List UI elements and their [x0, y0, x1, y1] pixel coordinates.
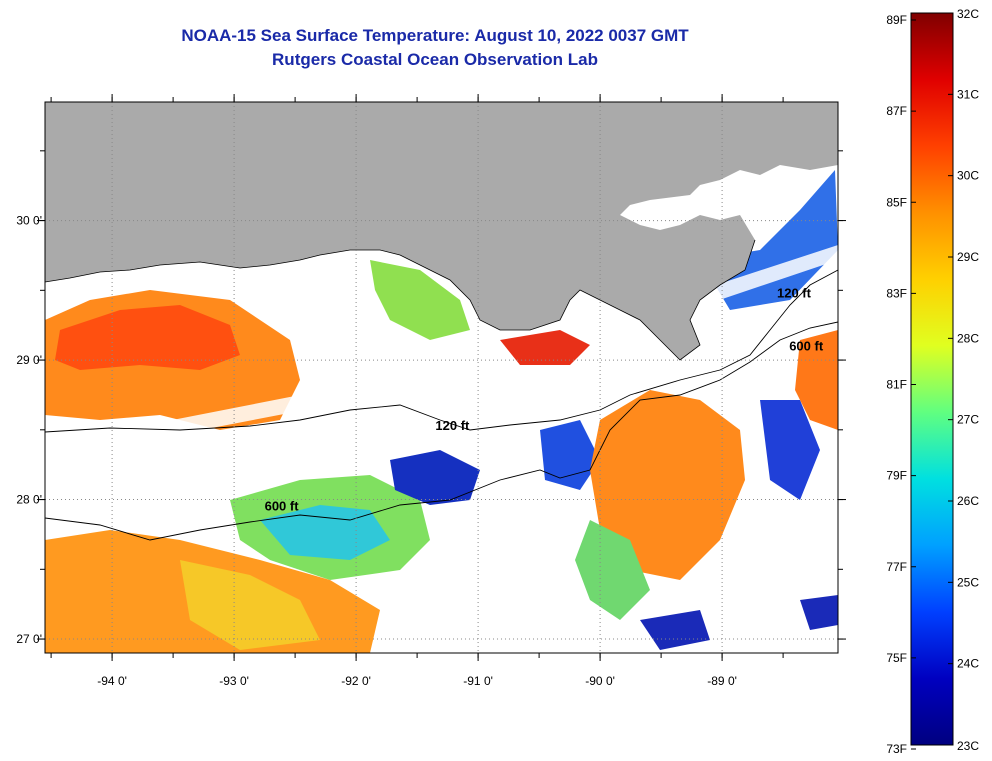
lon-tick-label: -93 0': [219, 674, 249, 688]
colorbar-celsius-label: 24C: [957, 657, 979, 671]
lon-tick-label: -94 0': [97, 674, 127, 688]
lat-tick-label: 27 0': [16, 632, 42, 646]
sst-patch-east-green: [575, 520, 650, 620]
axis-ticks: [37, 94, 846, 661]
colorbar-fahrenheit-label: 85F: [886, 195, 907, 209]
sst-map: 120 ft 600 ft 120 ft 600 ft -94 0' -93 0' -92…: [16, 94, 846, 688]
cloud-streak-1: [45, 395, 305, 460]
sst-patch-coastal-green: [370, 260, 470, 340]
colorbar-celsius-label: 32C: [957, 7, 979, 21]
colorbar-fahrenheit-label: 83F: [886, 286, 907, 300]
isobath-label: 120 ft: [777, 285, 812, 300]
colorbar-celsius-label: 27C: [957, 413, 979, 427]
sst-patch-delta-red: [500, 330, 590, 365]
colorbar-fahrenheit-label: 79F: [886, 469, 907, 483]
colorbar-fahrenheit-label: 89F: [886, 13, 907, 27]
isobath-600ft: [45, 321, 838, 541]
graticule: [45, 102, 838, 653]
isobath-label: 600 ft: [789, 338, 824, 353]
colorbar-celsius-label: 29C: [957, 250, 979, 264]
colorbar-fahrenheit-label: 87F: [886, 104, 907, 118]
lat-tick-label: 28 0': [16, 493, 42, 507]
lon-tick-label: -90 0': [585, 674, 615, 688]
lat-tick-label: 30 0': [16, 214, 42, 228]
cloud-streak-4: [720, 310, 838, 360]
contour-labels: 120 ft 600 ft 120 ft 600 ft: [265, 285, 824, 513]
colorbar-celsius-label: 26C: [957, 494, 979, 508]
sst-patch-far-east: [795, 330, 838, 430]
axis-tick-labels: -94 0' -93 0' -92 0' -91 0' -90 0' -89 0' 27 0…: [16, 214, 737, 688]
colorbar-fahrenheit-label: 73F: [886, 742, 907, 756]
cloud-streak-3: [670, 245, 838, 315]
colorbar-gradient: [910, 12, 954, 746]
sst-patch-east-warm: [590, 390, 745, 580]
map-frame: [44, 101, 839, 654]
sst-patch-se-blue: [800, 595, 838, 630]
lon-tick-label: -89 0': [707, 674, 737, 688]
colorbar-labels: 32C 31C 30C 29C 28C 27C 26C 25C 24C 23C 89F 87F 85F 8…: [886, 7, 979, 756]
lon-tick-label: -91 0': [463, 674, 493, 688]
colorbar-fahrenheit-label: 77F: [886, 560, 907, 574]
colorbar-celsius-label: 30C: [957, 169, 979, 183]
map-subtitle: Rutgers Coastal Ocean Observation Lab: [272, 50, 598, 69]
lon-tick-label: -92 0': [341, 674, 371, 688]
sst-patch-mid-blue: [540, 420, 600, 490]
map-title: NOAA-15 Sea Surface Temperature: August …: [181, 26, 689, 45]
sst-patch-far-east-blue: [760, 400, 820, 500]
isobath-120ft: [45, 269, 838, 433]
colorbar-celsius-label: 23C: [957, 739, 979, 753]
land-mass: [45, 102, 838, 360]
isobath-label: 600 ft: [265, 499, 300, 514]
colorbar-celsius-label: 31C: [957, 87, 979, 101]
colorbar-celsius-label: 28C: [957, 331, 979, 345]
isobath-label: 120 ft: [435, 418, 470, 433]
sst-patch-southwest-yellow: [180, 560, 320, 650]
coastline: [45, 239, 756, 361]
colorbar-fahrenheit-label: 75F: [886, 651, 907, 665]
sst-patch-south-blue: [640, 610, 710, 650]
sst-patch-west-hot: [55, 305, 240, 370]
sst-patch-central-cyan: [260, 505, 390, 560]
colorbar-fahrenheit-label: 81F: [886, 378, 907, 392]
colorbar-celsius-label: 25C: [957, 575, 979, 589]
sst-patch-central-blue: [390, 450, 480, 505]
lat-tick-label: 29 0': [16, 353, 42, 367]
cloud-streak-2: [45, 445, 285, 505]
